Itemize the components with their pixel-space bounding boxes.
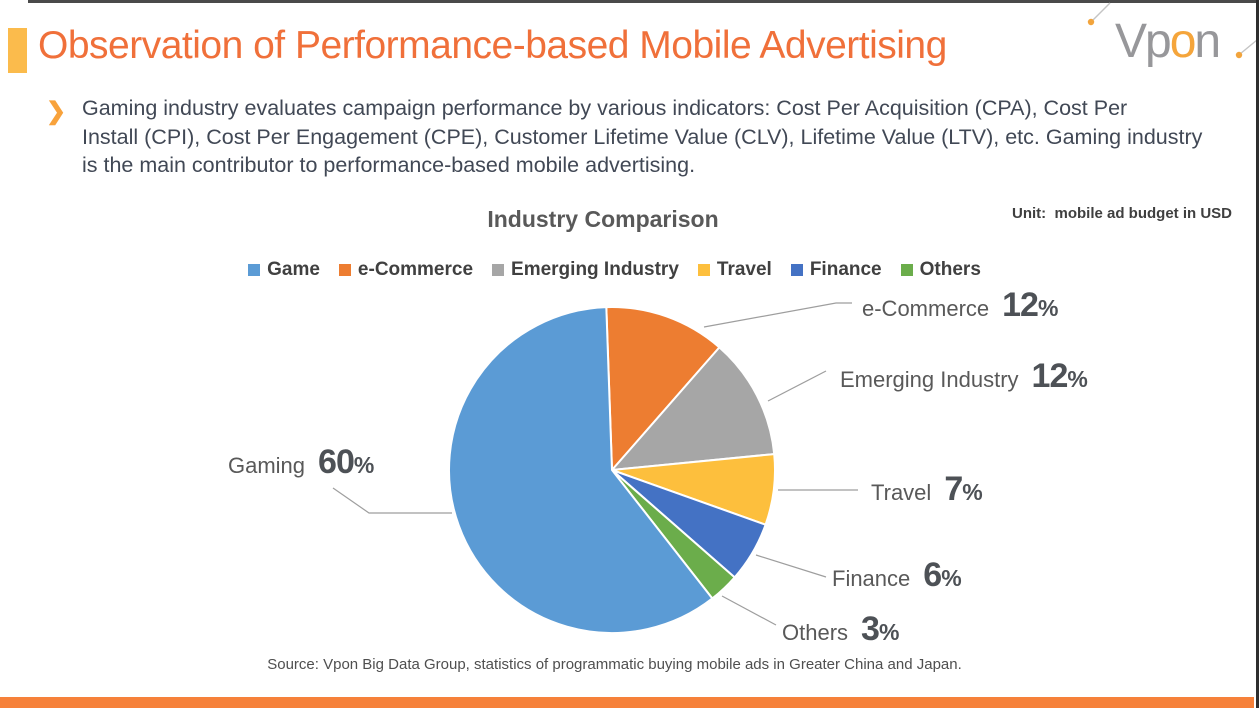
leader-line-emerging (767, 370, 827, 402)
callout-label: Travel (871, 480, 932, 505)
logo-deco-dot (1087, 18, 1095, 26)
legend-item-e-commerce: e-Commerce (338, 259, 474, 281)
unit-note: Unit: mobile ad budget in USD (1012, 205, 1232, 222)
logo-deco-line (1239, 39, 1258, 55)
percent-sign: % (941, 565, 962, 591)
right-frame-line (1256, 0, 1259, 708)
leader-line-gaming (332, 487, 452, 514)
pie-slice-e-commerce (605, 306, 721, 471)
bullet-line: is the main contributor to performance-b… (82, 153, 696, 177)
callout-value: 7% (944, 470, 983, 508)
pie-callout-others: Others 3% (782, 610, 899, 649)
bullet-paragraph: Gaming industry evaluates campaign perfo… (82, 94, 1202, 180)
bottom-accent-bar (0, 697, 1254, 708)
title-accent-bar (8, 28, 27, 73)
legend-label: Emerging Industry (511, 259, 679, 280)
pie-callout-travel: Travel 7% (871, 470, 983, 509)
leader-line-ecommerce (703, 302, 852, 328)
logo-text: n (1194, 15, 1221, 68)
callout-label: Gaming (228, 453, 306, 478)
legend-item-game: Game (248, 259, 320, 281)
legend-marker (248, 264, 261, 276)
callout-value: 6% (923, 556, 962, 594)
pie-slice-emerging-industry (611, 346, 776, 471)
leader-line-finance (755, 554, 827, 578)
bullet-line: Install (CPI), Cost Per Engagement (CPE)… (82, 124, 1203, 149)
percent-sign: % (1037, 295, 1059, 321)
callout-label: Finance (832, 566, 911, 591)
logo-deco-line (1091, 2, 1111, 22)
legend-item-finance: Finance (790, 259, 882, 281)
pie-callout-ecommerce: e-Commerce 12% (862, 286, 1058, 325)
logo-deco-dot (1235, 51, 1243, 59)
percent-sign: % (1067, 366, 1088, 392)
leader-line-others (721, 595, 777, 626)
callout-value: 12% (1002, 286, 1059, 324)
callout-value: 3% (861, 610, 900, 648)
pie-callout-finance: Finance 6% (832, 556, 962, 595)
legend-marker (790, 264, 803, 276)
legend-item-emerging-industry: Emerging Industry (492, 259, 679, 281)
logo-text: Vp (1115, 15, 1172, 68)
legend-label: Others (919, 259, 981, 280)
pie-slice-game (448, 306, 714, 634)
percent-sign: % (878, 619, 900, 645)
legend-label: Finance (809, 259, 882, 280)
page-title: Observation of Performance-based Mobile … (38, 24, 947, 67)
legend-marker (900, 264, 913, 276)
legend-item-others: Others (900, 259, 981, 281)
pie-slices (448, 306, 776, 634)
legend-label: e-Commerce (357, 259, 474, 280)
callout-label: e-Commerce (862, 296, 990, 321)
bullet-line: Gaming industry evaluates campaign perfo… (82, 96, 1128, 120)
top-frame-line (28, 0, 1259, 3)
legend-marker (338, 264, 351, 276)
callout-value: 60% (318, 443, 375, 481)
source-note: Source: Vpon Big Data Group, statistics … (267, 656, 962, 673)
legend-label: Game (267, 259, 320, 280)
chart-legend: Game e-Commerce Emerging Industry Travel Fin… (0, 259, 1229, 281)
pie-callout-emerging-industry: Emerging Industry 12% (840, 357, 1088, 396)
legend-label: Travel (716, 259, 772, 280)
callout-label: Others (782, 620, 849, 645)
callout-label: Emerging Industry (840, 367, 1019, 392)
legend-marker (492, 264, 505, 276)
vpon-logo: Vpon (1115, 14, 1221, 69)
callout-value: 12% (1031, 357, 1088, 395)
pie-callout-gaming: Gaming 60% (228, 443, 374, 482)
percent-sign: % (962, 479, 983, 505)
legend-item-travel: Travel (697, 259, 772, 281)
legend-marker (697, 264, 710, 276)
bullet-chevron-icon: ❯ (46, 98, 67, 125)
chart-title: Industry Comparison (487, 206, 719, 232)
percent-sign: % (353, 452, 375, 478)
logo-o-letter: o (1169, 15, 1197, 68)
